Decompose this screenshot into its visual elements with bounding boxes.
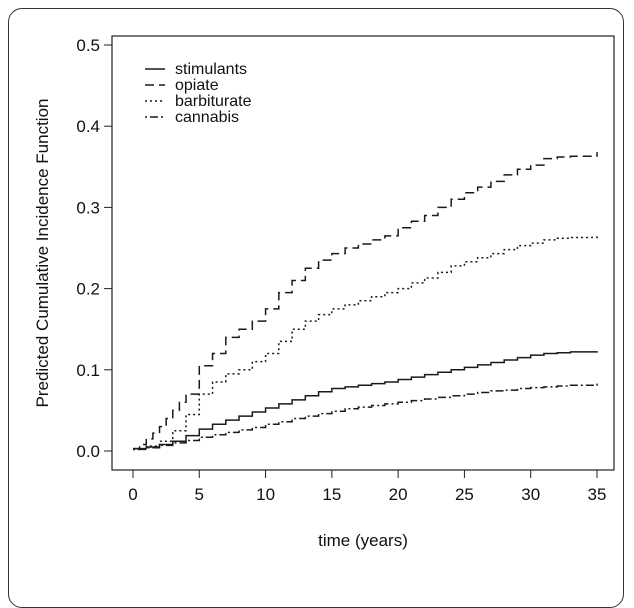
x-tick-label: 0: [128, 485, 137, 504]
y-tick-label: 0.3: [76, 198, 100, 217]
legend-label-cannabis: cannabis: [175, 109, 239, 126]
x-tick-label: 25: [455, 485, 474, 504]
x-tick-label: 20: [389, 485, 408, 504]
y-tick-label: 0.2: [76, 280, 100, 299]
x-tick-label: 15: [322, 485, 341, 504]
series-line-cannabis: [133, 383, 598, 451]
legend-label-opiate: opiate: [175, 77, 219, 94]
cumulative-incidence-chart: 0.0 0.1 0.2 0.3 0.4 0.5 0 5 10 15 20 25 30 35 stimul…: [33, 35, 615, 550]
y-tick-label: 0.4: [76, 117, 100, 136]
series-line-barbiturate: [133, 233, 598, 451]
y-axis: 0.0 0.1 0.2 0.3 0.4 0.5: [76, 36, 113, 461]
y-axis-label: Predicted Cumulative Incidence Function: [33, 99, 52, 408]
y-tick-label: 0.0: [76, 442, 100, 461]
x-tick-label: 30: [521, 485, 540, 504]
series-line-stimulants: [133, 351, 598, 450]
x-axis: 0 5 10 15 20 25 30 35: [128, 469, 607, 504]
series-layer: [133, 152, 598, 451]
y-tick-label: 0.1: [76, 361, 100, 380]
x-axis-label: time (years): [318, 531, 408, 550]
series-line-opiate: [133, 152, 598, 450]
x-tick-label: 10: [256, 485, 275, 504]
x-tick-label: 35: [588, 485, 607, 504]
y-tick-label: 0.5: [76, 36, 100, 55]
legend-label-stimulants: stimulants: [175, 61, 247, 78]
legend-label-barbiturate: barbiturate: [175, 93, 252, 110]
x-tick-label: 5: [195, 485, 204, 504]
